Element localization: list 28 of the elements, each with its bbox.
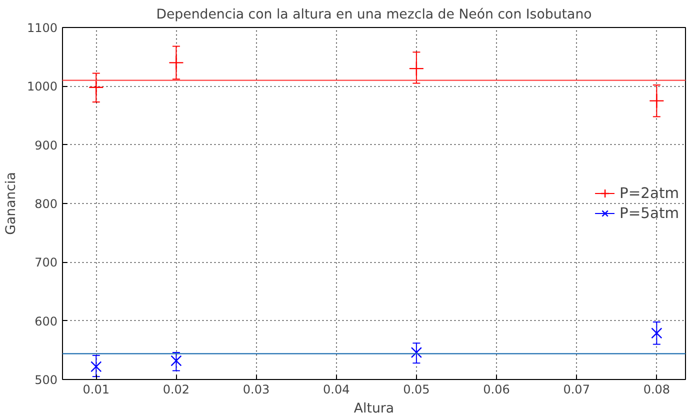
x-tick-label: 0.03 xyxy=(242,382,270,396)
x-axis-title: Altura xyxy=(354,402,394,416)
x-tick-label: 0.07 xyxy=(563,382,590,396)
y-tick-label: 1100 xyxy=(26,21,58,35)
point xyxy=(651,328,662,339)
y-tick-label: 500 xyxy=(34,373,58,387)
x-tick-label: 0.02 xyxy=(162,382,190,396)
x-tick-label: 0.04 xyxy=(323,382,350,396)
point xyxy=(88,80,104,95)
point xyxy=(168,55,184,70)
point xyxy=(170,355,182,366)
y-tick-label: 800 xyxy=(34,197,58,211)
x-tick-label: 0.08 xyxy=(643,382,670,396)
y-tick-label: 700 xyxy=(34,256,58,270)
point xyxy=(649,93,664,108)
legend-label: P=5atm xyxy=(620,204,679,222)
point xyxy=(90,361,102,372)
x-tick-label: 0.05 xyxy=(403,382,430,396)
chart-title: Dependencia con la altura en una mezcla de Neón con Isobutano xyxy=(156,8,592,22)
x-tick-label: 0.06 xyxy=(483,382,510,396)
y-axis-title: Ganancia xyxy=(4,172,19,235)
legend-label: P=2atm xyxy=(620,184,679,202)
y-tick-label: 600 xyxy=(34,314,58,328)
point xyxy=(410,346,422,358)
y-tick-label: 1000 xyxy=(26,80,58,94)
y-tick-label: 900 xyxy=(34,138,58,152)
x-tick-label: 0.01 xyxy=(82,382,110,396)
point xyxy=(408,60,424,76)
